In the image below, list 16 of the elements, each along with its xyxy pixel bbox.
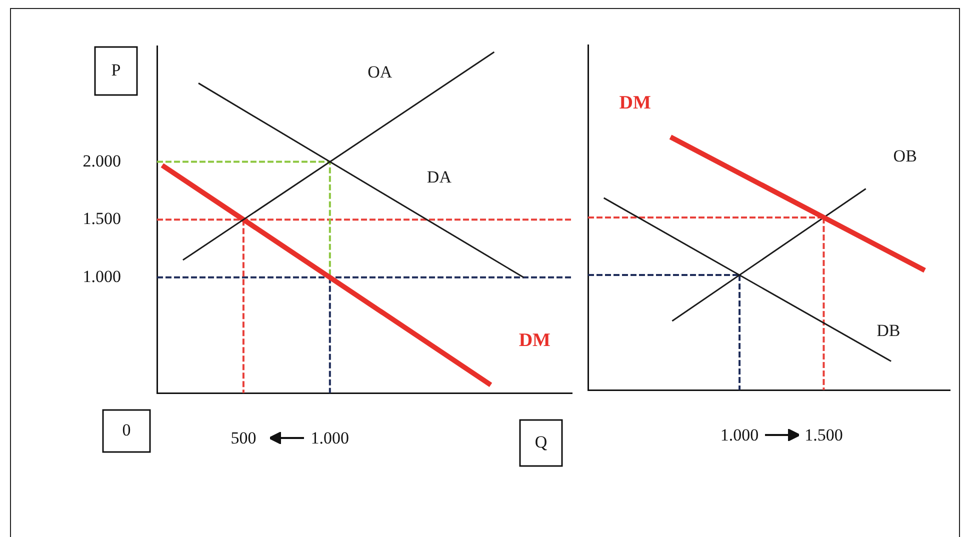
text: 0 [122, 420, 131, 440]
y-tick-label: 2.000 [82, 151, 121, 170]
text: OB [893, 146, 917, 166]
x-tick-label: 500 [230, 428, 256, 448]
y-axis-title: P [111, 60, 121, 80]
x-axis-title: Q [534, 432, 548, 452]
series-label: DB [876, 320, 900, 340]
x-tick-label: 1.000 [720, 426, 759, 445]
text: DM [518, 330, 551, 351]
x-tick-label: 1.000 [310, 428, 350, 448]
x-tick-label: 1.500 [804, 426, 843, 445]
series-label: DA [426, 167, 452, 186]
series-label: DM [619, 92, 651, 114]
y-tick-label: 1.000 [82, 266, 121, 286]
series-label: OA [368, 62, 393, 82]
y-tick-label: 1.500 [82, 209, 121, 228]
